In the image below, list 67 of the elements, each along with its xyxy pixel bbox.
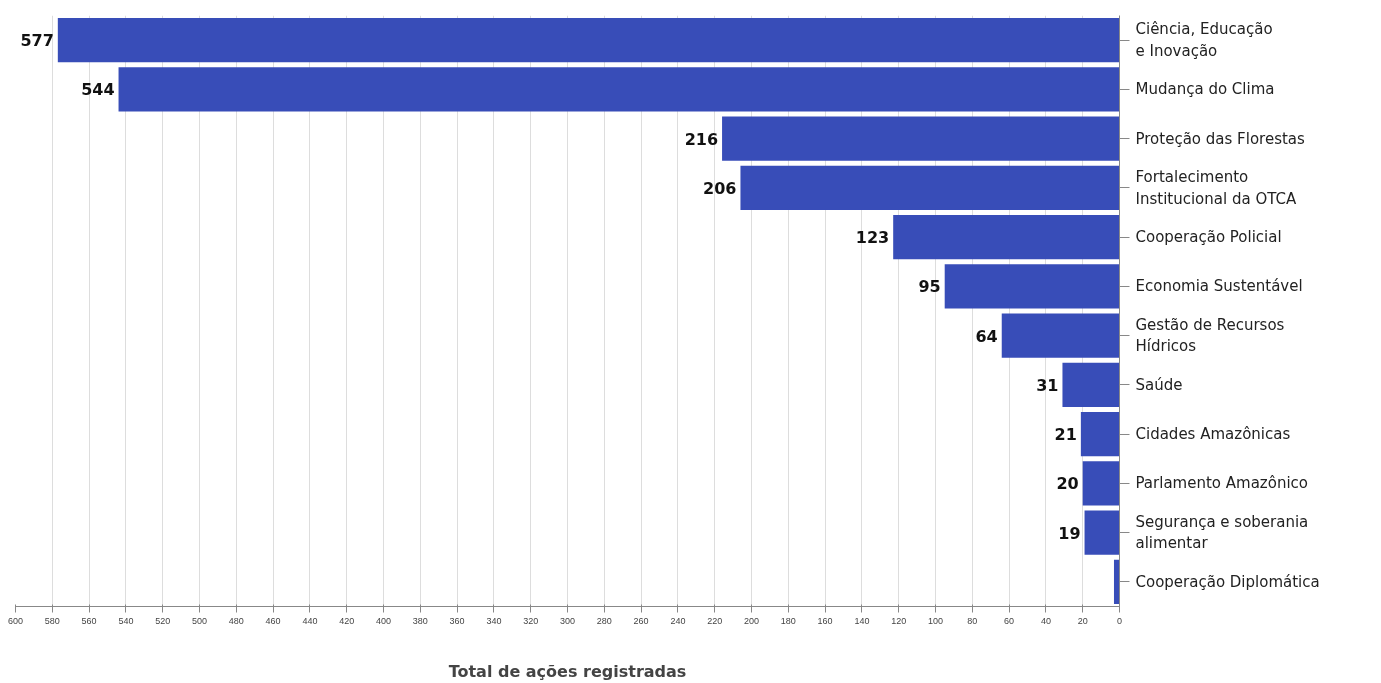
x-axis-title: Total de ações registradas [448,661,687,681]
data-label: 21 [1054,425,1077,445]
data-label: 216 [684,129,719,149]
x-tick-label: 520 [155,615,171,626]
y-tick-label: Ciência, Educação e Inovação [1135,20,1273,60]
x-tick-label: 560 [81,615,97,626]
y-tick-label: Mudança do Clima [1135,80,1275,99]
bar [944,264,1120,309]
x-tick-label: 220 [707,615,723,626]
x-tick-label: 0 [1117,615,1123,626]
x-tick-label: 500 [191,615,208,626]
bar [893,214,1120,260]
x-tick-label: 320 [523,615,539,626]
data-label: 19 [1058,523,1081,543]
y-tick-label: Gestão de Recursos Hídricos [1135,315,1285,356]
x-tick-label: 60 [1004,615,1015,626]
x-tick-label: 580 [44,615,60,626]
data-label: 577 [20,31,54,51]
x-tick-label: 100 [927,615,944,626]
data-label: 31 [1036,375,1059,395]
x-tick-label: 260 [633,615,649,626]
x-tick-label: 120 [891,615,907,626]
x-tick-label: 540 [118,615,134,626]
x-tick-label: 360 [449,615,465,626]
data-label: 123 [855,228,890,248]
x-tick-label: 600 [7,615,24,626]
y-tick-label: Cooperação Diplomática [1135,572,1320,591]
x-tick-label: 280 [596,615,612,626]
bar [1082,461,1120,506]
y-tick-label: Saúde [1135,375,1183,394]
bar [1001,313,1120,358]
y-tick-label: Cooperação Policial [1135,228,1282,247]
x-tick-label: 240 [670,615,686,626]
y-tick-label: Proteção das Florestas [1135,129,1306,148]
data-label: 544 [81,80,115,100]
x-tick-label: 460 [265,615,281,626]
x-tick-label: 20 [1077,615,1088,626]
bar [722,116,1120,161]
bar [57,17,1120,63]
x-tick-label: 160 [817,615,833,626]
bar [1080,411,1120,457]
y-tick-label: Parlamento Amazônico [1135,474,1308,493]
x-tick-label: 200 [743,615,760,626]
y-tick-label: Cidades Amazônicas [1135,425,1291,444]
x-tick-label: 40 [1040,615,1051,626]
x-tick-label: 440 [302,615,318,626]
data-label: 206 [703,178,737,198]
x-tick-label: 300 [559,615,576,626]
x-tick-label: 380 [412,615,428,626]
y-tick-label: Segurança e soberania alimentar [1135,512,1309,553]
x-tick-label: 400 [375,615,392,626]
data-label: 95 [918,277,941,297]
data-label: 64 [975,326,998,346]
x-tick-label: 480 [228,615,244,626]
x-tick-label: 180 [780,615,796,626]
bar [740,165,1120,211]
x-tick-label: 140 [854,615,870,626]
y-tick-label: Fortalecimento Institucional da OTCA [1135,168,1297,208]
x-tick-label: 80 [967,615,978,626]
x-tick-label: 420 [339,615,355,626]
bar [1084,510,1120,555]
bar [1062,362,1120,408]
bar [118,67,1120,112]
y-tick-label: Economia Sustentável [1135,277,1303,296]
bar [1113,559,1120,605]
x-tick-label: 340 [486,615,502,626]
data-label: 20 [1056,474,1079,494]
